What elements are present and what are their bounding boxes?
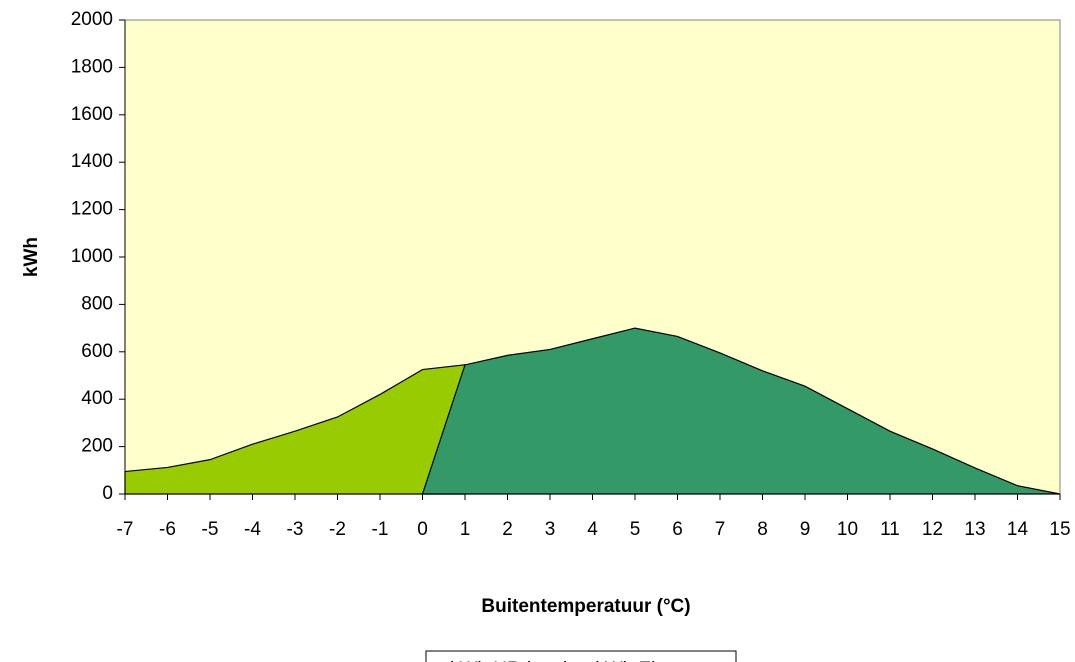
y-tick-label: 600: [81, 341, 113, 362]
area: [421, 327, 1061, 495]
x-tick-label: -4: [244, 519, 261, 540]
x-tick-label: 4: [587, 519, 598, 540]
legend-label: kWh HR-ketel: [450, 659, 567, 662]
x-tick-label: 10: [837, 519, 858, 540]
x-tick-label: 11: [880, 519, 900, 540]
x-tick-label: -2: [329, 519, 346, 540]
x-tick-label: 14: [1007, 519, 1029, 540]
y-tick-label: 2000: [71, 9, 113, 30]
y-tick-label: 400: [81, 388, 113, 409]
x-tick-label: -5: [202, 519, 219, 540]
x-tick-label: 6: [672, 519, 683, 540]
x-tick-label: 2: [502, 519, 513, 540]
x-tick-label: 0: [417, 519, 428, 540]
x-tick-label: -7: [117, 519, 134, 540]
x-tick-label: -3: [287, 519, 304, 540]
x-tick-label: -6: [159, 519, 176, 540]
y-tick-label: 0: [102, 483, 113, 504]
x-tick-label: 15: [1049, 519, 1070, 540]
x-tick-label: 9: [800, 519, 811, 540]
y-tick-label: 1600: [71, 104, 113, 125]
x-tick-label: 7: [715, 519, 726, 540]
legend: [425, 650, 737, 662]
y-tick-label: 1000: [71, 246, 113, 267]
y-tick-label: 800: [81, 293, 113, 314]
y-axis-label: kWh: [21, 237, 42, 277]
legend-label: kWh Elga: [595, 659, 677, 662]
x-tick-label: 5: [630, 519, 641, 540]
x-tick-label: 8: [757, 519, 768, 540]
x-tick-label: 12: [922, 519, 943, 540]
y-tick-label: 200: [81, 436, 113, 457]
x-tick-label: 1: [460, 519, 471, 540]
y-tick-label: 1800: [71, 56, 113, 77]
x-tick-label: 3: [545, 519, 556, 540]
x-axis-label: Buitentemperatuur (°C): [481, 596, 690, 617]
y-tick-label: 1400: [71, 151, 113, 172]
y-tick-label: 1200: [71, 199, 113, 220]
x-tick-label: 13: [964, 519, 985, 540]
x-tick-label: -1: [372, 519, 389, 540]
